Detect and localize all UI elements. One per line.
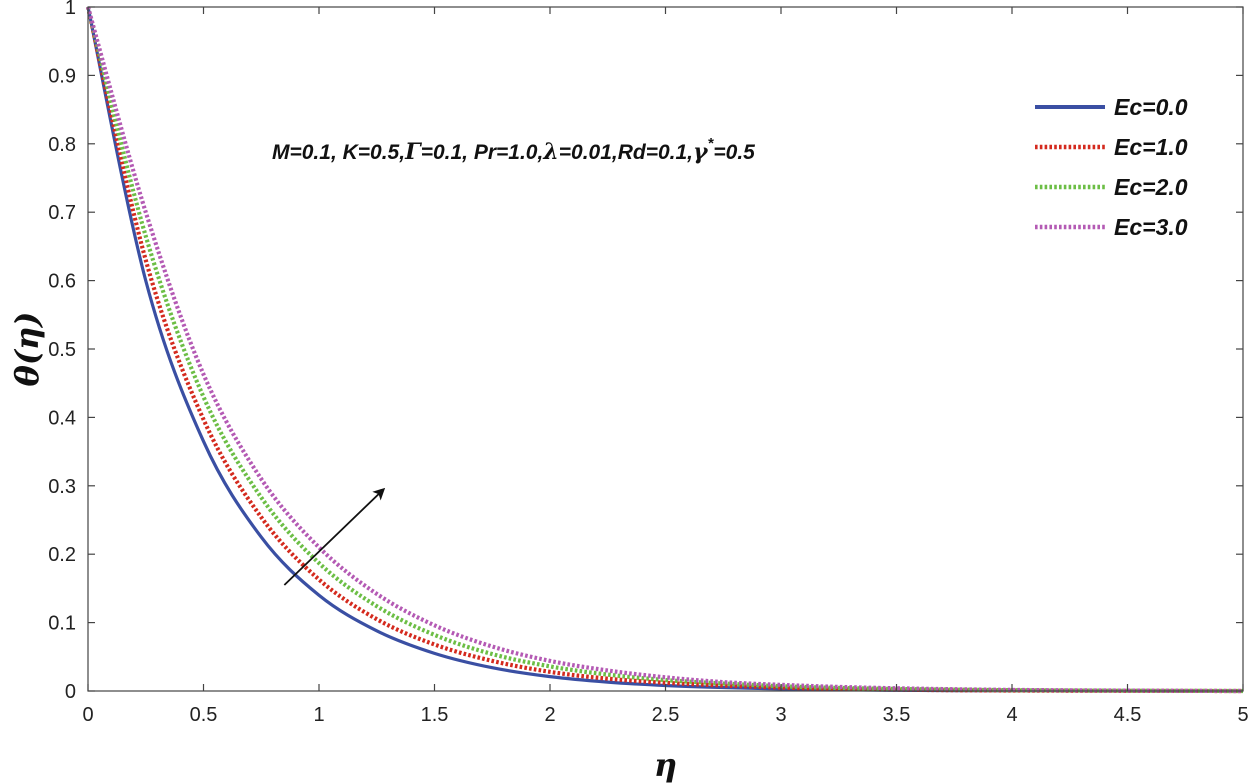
plot-area: [85, 6, 1244, 694]
y-tick-label: 0.7: [48, 202, 76, 224]
y-tick-label: 0: [65, 681, 76, 703]
x-tick-label: 4: [1006, 704, 1017, 726]
y-axis-label: θ(η): [8, 312, 46, 387]
x-tick-label: 4.5: [1114, 704, 1142, 726]
x-tick-label: 0.5: [190, 704, 218, 726]
x-tick-label: 2.5: [652, 704, 680, 726]
series-line-0: [86, 6, 1244, 693]
y-tick-label: 0.4: [48, 407, 76, 429]
series-line-3: [85, 6, 1244, 694]
x-tick-label: 3.5: [883, 704, 911, 726]
y-tick-label: 0.5: [48, 339, 76, 361]
x-tick-label: 1.5: [421, 704, 449, 726]
x-tick-label: 3: [775, 704, 786, 726]
y-tick-label: 0.1: [48, 613, 76, 635]
legend-label: Ec=0.0: [1114, 94, 1188, 120]
y-tick-label: 0.9: [48, 65, 76, 87]
x-axis-label: η: [654, 746, 677, 783]
parameter-annotation: M=0.1, K=0.5,Γ=0.1, Pr=1.0,λ=0.01,Rd=0.1…: [272, 135, 755, 165]
series-line-1: [85, 6, 1244, 694]
annotation-part: Γ: [404, 139, 422, 165]
axes-frame: [87, 6, 1244, 692]
annotation-part: =0.1, Pr=1.0,: [421, 141, 544, 164]
axis-ticks: 0 0.5 1 1.5 2 2.5 3 3.5 4 4.5 5 0 0.1 0.2 0.3 0.4 0.5 0.6…: [48, 0, 1248, 726]
y-tick-label: 0.3: [48, 476, 76, 498]
increase-arrow: [283, 487, 386, 586]
annotation-part: *: [708, 135, 715, 152]
x-tick-label: 0: [82, 704, 93, 726]
annotation-part: =0.01,Rd=0.1,: [559, 141, 693, 164]
annotation-part: M=0.1, K=0.5,: [272, 141, 405, 164]
series-line-2: [85, 6, 1244, 694]
x-tick-label: 1: [313, 704, 324, 726]
y-tick-label: 0.6: [48, 271, 76, 293]
x-tick-label: 5: [1237, 704, 1248, 726]
x-tick-label: 2: [544, 704, 555, 726]
legend-label: Ec=1.0: [1114, 134, 1188, 160]
y-tick-label: 1: [65, 0, 76, 19]
legend-label: Ec=3.0: [1114, 214, 1188, 240]
annotation-part: =0.5: [713, 141, 755, 164]
y-tick-label: 0.2: [48, 544, 76, 566]
legend: Ec=0.0 Ec=1.0 Ec=2.0 Ec=3.0: [1035, 94, 1188, 240]
annotation-part: γ: [693, 139, 709, 165]
annotation-part: λ: [542, 139, 558, 165]
y-tick-label: 0.8: [48, 134, 76, 156]
legend-label: Ec=2.0: [1114, 174, 1188, 200]
